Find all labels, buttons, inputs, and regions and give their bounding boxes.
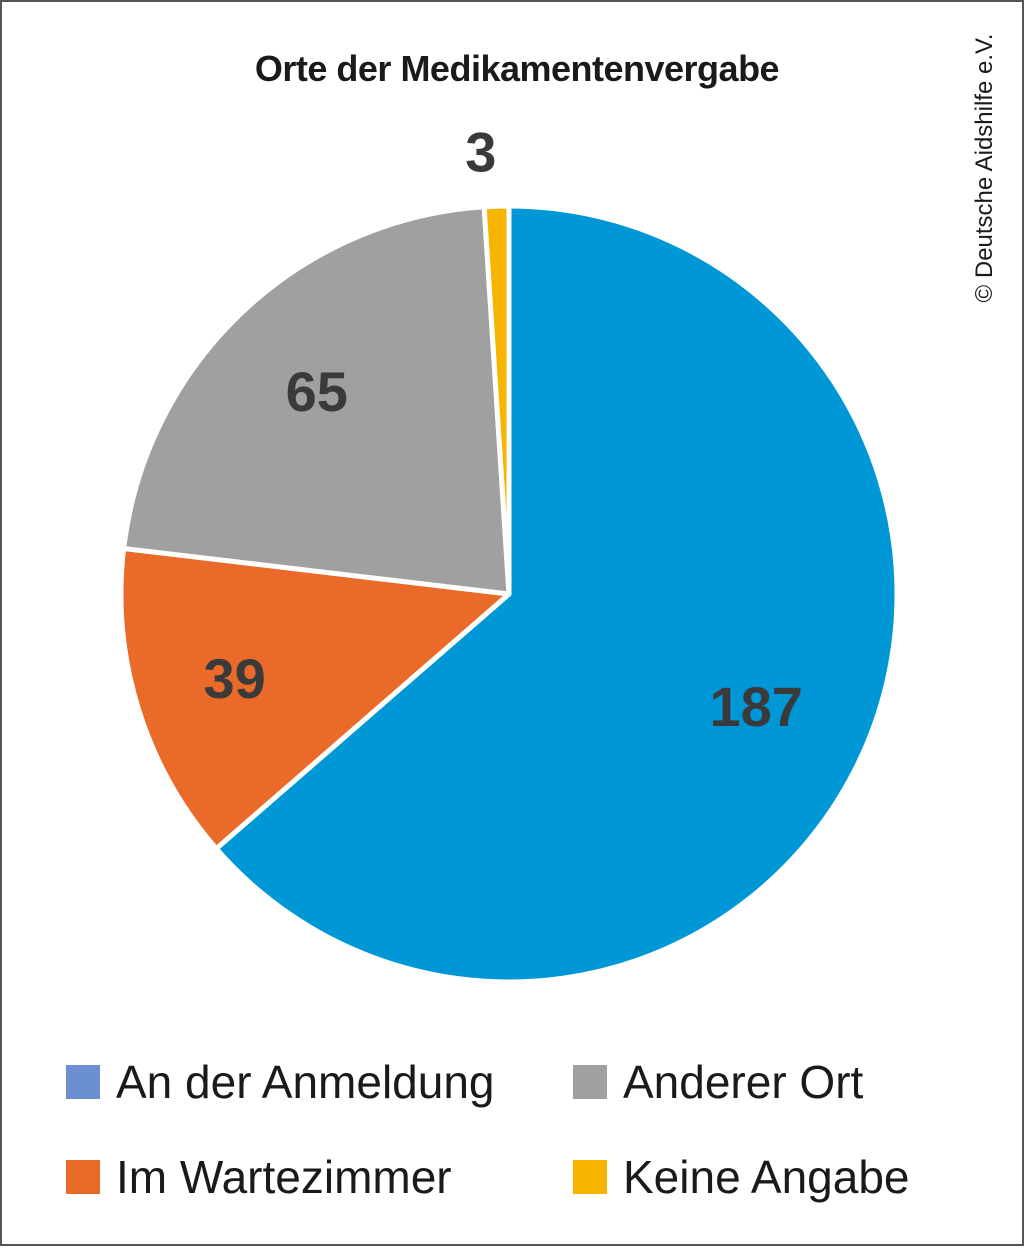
legend-label: An der Anmeldung [116,1056,495,1108]
legend-item-im-wartezimmer: Im Wartezimmer [66,1150,452,1204]
pie-slice-an-der-anmeldung [213,203,900,985]
data-label-keine-angabe: 3 [465,120,496,183]
data-label-im-wartezimmer: 39 [203,647,265,710]
pie-slice-anderer-ort [121,204,512,597]
legend-item-an-der-anmeldung: An der Anmeldung [66,1055,495,1109]
chart-title: Orte der Medikamentenvergabe [254,48,780,89]
legend-swatch [66,1160,100,1194]
pie-slice-im-wartezimmer [118,545,512,852]
legend-label: Im Wartezimmer [116,1151,452,1203]
pie-slice-keine-angabe [481,203,512,597]
legend-label: Keine Angabe [623,1151,910,1203]
legend-swatch [66,1065,100,1099]
legend-swatch [573,1065,607,1099]
pie-chart: 187 39 65 3 [118,120,900,985]
legend-swatch [573,1160,607,1194]
data-label-anderer-ort: 65 [286,360,348,423]
legend-item-keine-angabe: Keine Angabe [573,1150,910,1204]
legend-item-anderer-ort: Anderer Ort [573,1055,863,1109]
data-label-an-der-anmeldung: 187 [709,675,802,738]
legend-label: Anderer Ort [623,1056,864,1108]
